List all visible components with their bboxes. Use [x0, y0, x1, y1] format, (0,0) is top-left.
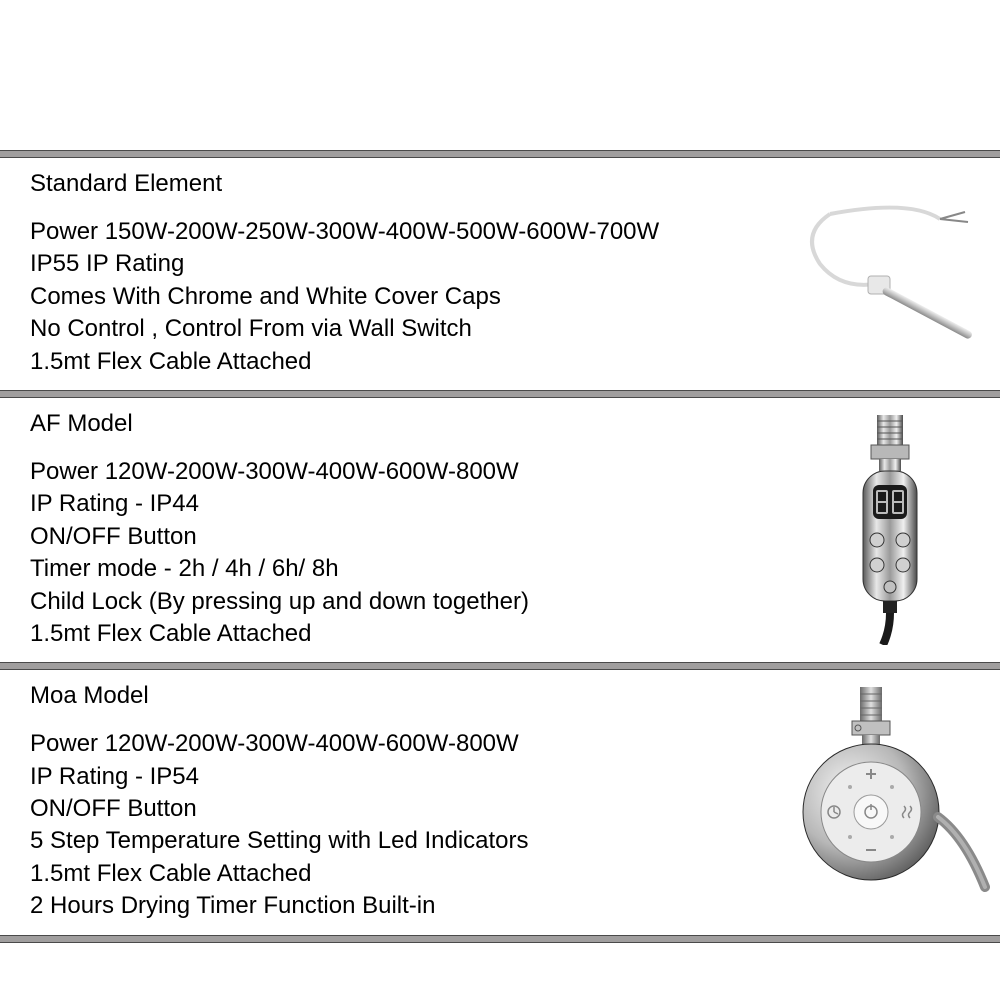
section-divider [0, 662, 1000, 670]
product-image-moa [780, 682, 1000, 922]
section-divider [0, 390, 1000, 398]
section-divider [0, 150, 1000, 158]
spec-line: Comes With Chrome and White Cover Caps [30, 281, 780, 313]
section-title: AF Model [30, 410, 780, 438]
spec-line: ON/OFF Button [30, 521, 780, 553]
spec-line: Child Lock (By pressing up and down toge… [30, 586, 780, 618]
section-moa: Moa Model Power 120W-200W-300W-400W-600W… [0, 662, 1000, 942]
section-title: Standard Element [30, 170, 780, 198]
spec-text-block: AF Model Power 120W-200W-300W-400W-600W-… [30, 410, 780, 650]
spec-line: IP Rating - IP44 [30, 488, 780, 520]
spec-text-block: Standard Element Power 150W-200W-250W-30… [30, 170, 780, 378]
product-image-af [780, 410, 1000, 650]
product-image-standard [780, 170, 1000, 378]
spec-line: IP Rating - IP54 [30, 761, 780, 793]
spec-line: Power 120W-200W-300W-400W-600W-800W [30, 456, 780, 488]
section-title: Moa Model [30, 682, 780, 710]
spec-text-block: Moa Model Power 120W-200W-300W-400W-600W… [30, 682, 780, 922]
spec-line: 1.5mt Flex Cable Attached [30, 618, 780, 650]
section-af: AF Model Power 120W-200W-300W-400W-600W-… [0, 390, 1000, 662]
spec-line: IP55 IP Rating [30, 248, 780, 280]
spec-line: 1.5mt Flex Cable Attached [30, 346, 780, 378]
spec-line: No Control , Control From via Wall Switc… [30, 313, 780, 345]
spec-line: 1.5mt Flex Cable Attached [30, 858, 780, 890]
spec-line: 5 Step Temperature Setting with Led Indi… [30, 825, 780, 857]
section-divider [0, 935, 1000, 943]
section-standard: Standard Element Power 150W-200W-250W-30… [0, 150, 1000, 390]
spec-line: Power 150W-200W-250W-300W-400W-500W-600W… [30, 216, 780, 248]
spec-line: Power 120W-200W-300W-400W-600W-800W [30, 728, 780, 760]
spec-line: ON/OFF Button [30, 793, 780, 825]
spec-line: 2 Hours Drying Timer Function Built-in [30, 890, 780, 922]
spec-line: Timer mode - 2h / 4h / 6h/ 8h [30, 553, 780, 585]
